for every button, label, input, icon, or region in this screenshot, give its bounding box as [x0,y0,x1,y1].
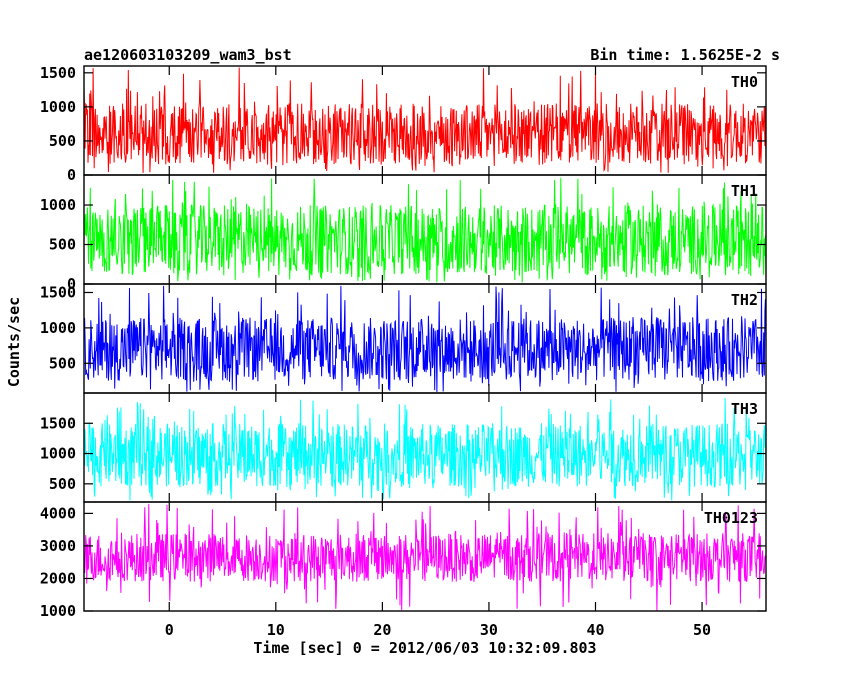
x-tick-label: 20 [373,621,391,639]
panel-label-th0: TH0 [731,73,758,91]
figure-title: ae120603103209_wam3_bst [84,46,292,64]
x-tick-label: 0 [165,621,174,639]
y-tick-label: 500 [49,236,76,254]
series-trace-th1 [84,177,766,283]
series-trace-th2 [84,285,766,393]
y-tick-label: 2000 [40,569,76,587]
y-tick-label: 1000 [40,98,76,116]
y-tick-label: 1500 [40,283,76,301]
y-tick-label: 3000 [40,537,76,555]
y-tick-label: 1500 [40,414,76,432]
y-tick-label: 1000 [40,196,76,214]
x-tick-label: 10 [267,621,285,639]
panel-frame-th0123 [83,501,767,612]
panel-label-th0123: TH0123 [704,509,758,527]
y-tick-label: 1000 [40,445,76,463]
x-tick-label: 30 [480,621,498,639]
y-tick-label: 500 [49,132,76,150]
y-tick-label: 0 [67,166,76,184]
y-axis-label: Counts/sec [5,297,23,387]
bin-time-label: Bin time: 1.5625E-2 s [590,46,780,64]
y-tick-label: 1000 [40,602,76,620]
x-tick-label: 50 [693,621,711,639]
y-tick-label: 0 [67,275,76,293]
y-tick-label: 1000 [40,319,76,337]
panel-label-th2: TH2 [731,291,758,309]
y-tick-label: 1500 [40,64,76,82]
x-axis-label: Time [sec] 0 = 2012/06/03 10:32:09.803 [253,639,596,657]
y-tick-label: 4000 [40,504,76,522]
panel-label-th1: TH1 [731,182,758,200]
x-tick-label: 40 [586,621,604,639]
y-tick-label: 500 [49,475,76,493]
series-trace-th3 [84,397,766,501]
series-trace-th0 [84,67,766,173]
panel-label-th3: TH3 [731,400,758,418]
series-trace-th0123 [84,503,766,611]
y-tick-label: 500 [49,354,76,372]
